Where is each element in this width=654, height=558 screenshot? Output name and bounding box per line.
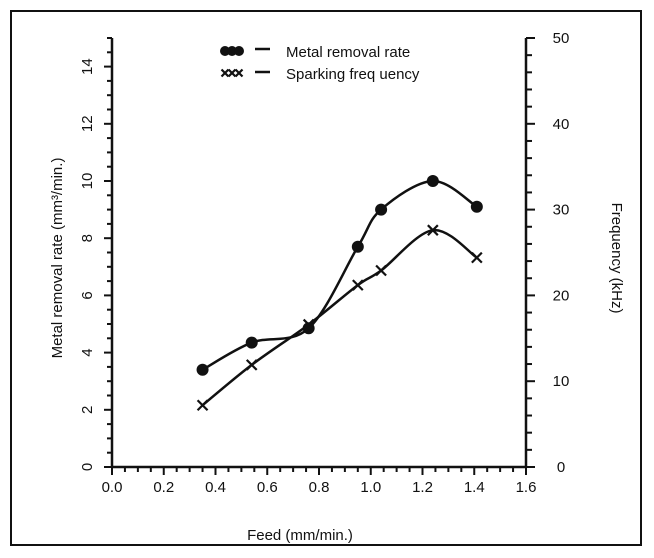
x-tick-label: 0.8 [309,479,330,496]
sparking-frequency-point [471,251,483,264]
y2-axis-label: Frequency (kHz) [608,203,625,314]
legend-marker-x [220,68,230,78]
x-axis-label: Feed (mm/min.) [247,527,353,544]
sparking-frequency-point [427,224,439,236]
metal-removal-point [196,363,209,376]
ticks-group: 0.0 0.2 0.4 0.6 0.8 1.0 1.2 1.4 1.6 0 2 4 6 8 10 12 14 0 1… [79,30,569,496]
x-tick-label: 1.4 [464,479,485,496]
sparking-frequency-line [201,228,478,407]
y-tick-label: 6 [79,291,96,299]
y2-tick-label: 10 [553,373,570,390]
x-tick-label: 1.0 [360,479,381,496]
x-tick-label: 0.6 [257,479,278,496]
legend: Metal removal rate Sparking freq uency [220,44,420,83]
metal-removal-point [375,203,388,216]
sparking-frequency-point [245,359,258,371]
y-tick-label: 8 [79,234,96,242]
x-tick-label: 0.0 [102,479,123,496]
series-group [196,175,483,412]
legend-marker-circle [220,46,230,56]
axes-group [110,38,528,469]
y2-tick-label: 20 [553,287,570,304]
y-tick-label: 2 [79,406,96,414]
chart-frame [10,10,642,546]
legend-marker-x [234,68,244,78]
y-tick-label: 0 [79,463,96,471]
y-tick-label: 4 [79,348,96,356]
y2-tick-label: 0 [557,459,565,476]
legend-marker-circle [227,46,237,56]
y2-tick-label: 30 [553,202,570,219]
sparking-frequency-point [375,264,387,277]
x-tick-label: 0.4 [205,479,226,496]
y2-tick-label: 50 [553,30,570,47]
legend-label-metal-removal: Metal removal rate [286,44,410,61]
y-tick-label: 14 [79,58,96,75]
x-tick-label: 1.2 [412,479,433,496]
metal-removal-point [351,240,364,253]
legend-label-sparking-frequency: Sparking freq uency [286,66,420,83]
y-axis-label: Metal removal rate (mm³/min.) [49,158,66,359]
sparking-frequency-point [352,279,364,291]
legend-marker-x [227,68,237,78]
metal-removal-line [201,179,478,371]
sparking-frequency-point [196,399,209,412]
x-tick-label: 0.2 [153,479,174,496]
y-tick-label: 12 [79,115,96,132]
metal-removal-point [426,175,439,187]
x-tick-label: 1.6 [516,479,537,496]
sparking-frequency-point [302,318,315,331]
legend-marker-circle [234,46,244,56]
y2-tick-label: 40 [553,116,570,133]
metal-removal-point [245,336,258,349]
metal-removal-point [470,200,483,213]
y-tick-label: 10 [79,173,96,190]
